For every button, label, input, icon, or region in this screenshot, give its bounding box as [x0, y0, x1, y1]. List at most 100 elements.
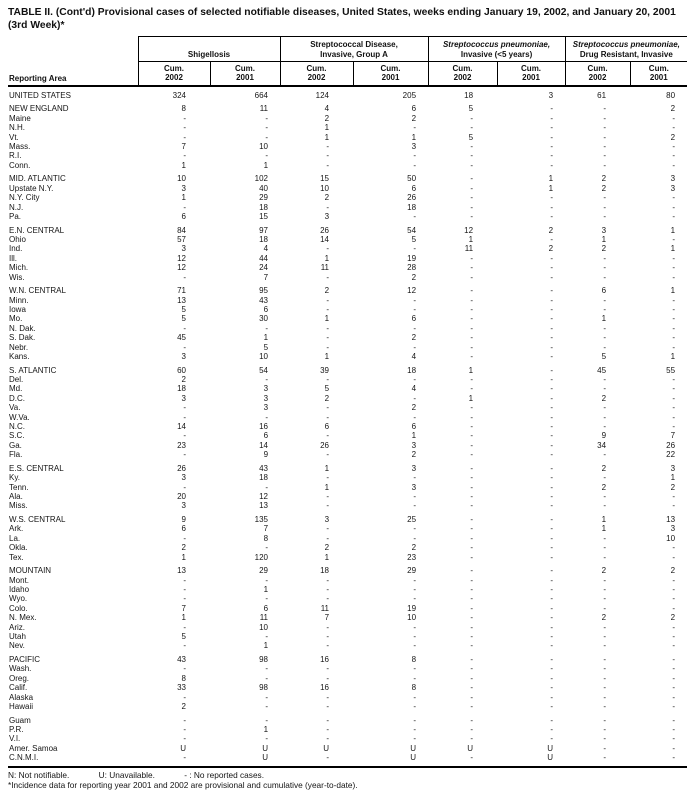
value-cell: - [183, 431, 186, 441]
table-row: MOUNTAIN 13 29 18 29 - - 2 2 [8, 562, 687, 576]
table-row: S. ATLANTIC 60 54 39 18 1 - 45 55 [8, 361, 687, 375]
reporting-area-cell: La. [9, 533, 21, 543]
value-cell: - [265, 692, 269, 702]
value-cell: - [326, 701, 330, 711]
reporting-area-cell: D.C. [9, 393, 25, 403]
value-cell: 29 [259, 566, 269, 576]
value-cell: 8 [411, 683, 417, 693]
value-cell: - [326, 715, 330, 725]
value-cell: 98 [259, 655, 269, 665]
value-cell: 16 [320, 683, 330, 693]
value-cell: - [470, 193, 474, 203]
reporting-area-cell: E.N. CENTRAL [9, 225, 65, 235]
reporting-area-cell: N.C. [9, 421, 25, 431]
table-row: D.C. 3 3 2 - 1 - 2 - [8, 394, 687, 403]
table-row: Ark. 6 7 - - - - 1 3 [8, 524, 687, 533]
reporting-area-cell: Ark. [9, 524, 24, 534]
value-cell: - [183, 575, 186, 585]
value-cell: - [326, 575, 330, 585]
value-cell: - [603, 655, 607, 665]
value-cell: 60 [177, 365, 186, 375]
value-cell: 1 [263, 160, 269, 170]
value-cell: - [550, 631, 554, 641]
table-row: Mich. 12 24 11 28 - - - - [8, 263, 687, 272]
value-cell: 18 [464, 90, 474, 100]
value-cell: - [550, 342, 554, 352]
year-label: 2002 [165, 73, 183, 83]
value-cell: 1 [468, 365, 474, 375]
value-cell: 5 [181, 631, 186, 641]
value-cell: - [672, 314, 676, 324]
value-cell: 1 [324, 482, 330, 492]
value-cell: - [672, 501, 676, 511]
value-cell: - [470, 552, 474, 562]
value-cell: - [326, 641, 330, 651]
value-cell: - [550, 365, 554, 375]
reporting-area-cell: Mich. [9, 263, 29, 273]
value-cell: - [183, 151, 186, 161]
value-cell: 8 [181, 104, 186, 114]
value-cell: - [550, 440, 554, 450]
value-cell: 13 [177, 295, 186, 305]
value-cell: 1 [324, 463, 330, 473]
value-cell: 9 [601, 431, 607, 441]
table-row: Upstate N.Y. 3 40 10 6 - 1 2 3 [8, 184, 687, 193]
value-cell: - [413, 524, 417, 534]
value-cell: - [550, 141, 554, 151]
reporting-area-cell: Idaho [9, 585, 30, 595]
reporting-area-cell: Va. [9, 403, 21, 413]
value-cell: - [603, 323, 607, 333]
value-cell: - [603, 295, 607, 305]
value-cell: 26 [320, 225, 330, 235]
value-cell: - [470, 585, 474, 595]
value-cell: - [183, 664, 186, 674]
reporting-area-cell: W.S. CENTRAL [9, 515, 66, 525]
value-cell: 12 [464, 225, 474, 235]
year-label: 2002 [453, 73, 472, 83]
value-cell: - [326, 734, 330, 744]
value-cell: 9 [181, 515, 186, 525]
value-cell: 3 [411, 440, 417, 450]
value-cell: - [413, 491, 417, 501]
value-cell: - [672, 151, 676, 161]
value-cell: - [470, 491, 474, 501]
value-cell: - [326, 631, 330, 641]
value-cell: - [550, 622, 554, 632]
value-cell: - [413, 151, 417, 161]
table-row: Pa. 6 15 3 - - - - - [8, 212, 687, 221]
value-cell: 6 [263, 431, 269, 441]
value-cell: 12 [259, 491, 269, 501]
value-cell: 20 [177, 491, 186, 501]
value-cell: - [265, 375, 269, 385]
value-cell: - [550, 193, 554, 203]
value-cell: - [672, 673, 676, 683]
value-cell: - [470, 753, 474, 763]
value-cell: 40 [259, 183, 269, 193]
cum-label: Cum. [648, 63, 669, 73]
value-cell: 18 [320, 566, 330, 576]
value-cell: - [603, 603, 607, 613]
reporting-area-cell: Ky. [9, 473, 20, 483]
table-row: La. - 8 - - - - - 10 [8, 534, 687, 543]
reporting-area-cell: P.R. [9, 725, 24, 735]
value-cell: - [672, 603, 676, 613]
table-row: Colo. 7 6 11 19 - - - - [8, 604, 687, 613]
value-cell: 43 [259, 463, 269, 473]
value-cell: - [550, 725, 554, 735]
value-cell: - [326, 375, 330, 385]
value-cell: - [470, 622, 474, 632]
value-cell: - [550, 393, 554, 403]
year-label: 2001 [649, 73, 668, 83]
reporting-area-cell: S.C. [9, 431, 25, 441]
value-cell: 120 [254, 552, 269, 562]
value-cell: - [470, 211, 474, 221]
value-cell: - [183, 272, 186, 282]
group-label-line1: Streptococcus pneumoniae, [572, 39, 680, 49]
value-cell: - [603, 715, 607, 725]
value-cell: - [603, 403, 607, 413]
value-cell: - [672, 692, 676, 702]
value-cell: - [413, 160, 417, 170]
value-cell: 1 [181, 193, 186, 203]
value-cell: - [413, 501, 417, 511]
value-cell: U [467, 743, 474, 753]
